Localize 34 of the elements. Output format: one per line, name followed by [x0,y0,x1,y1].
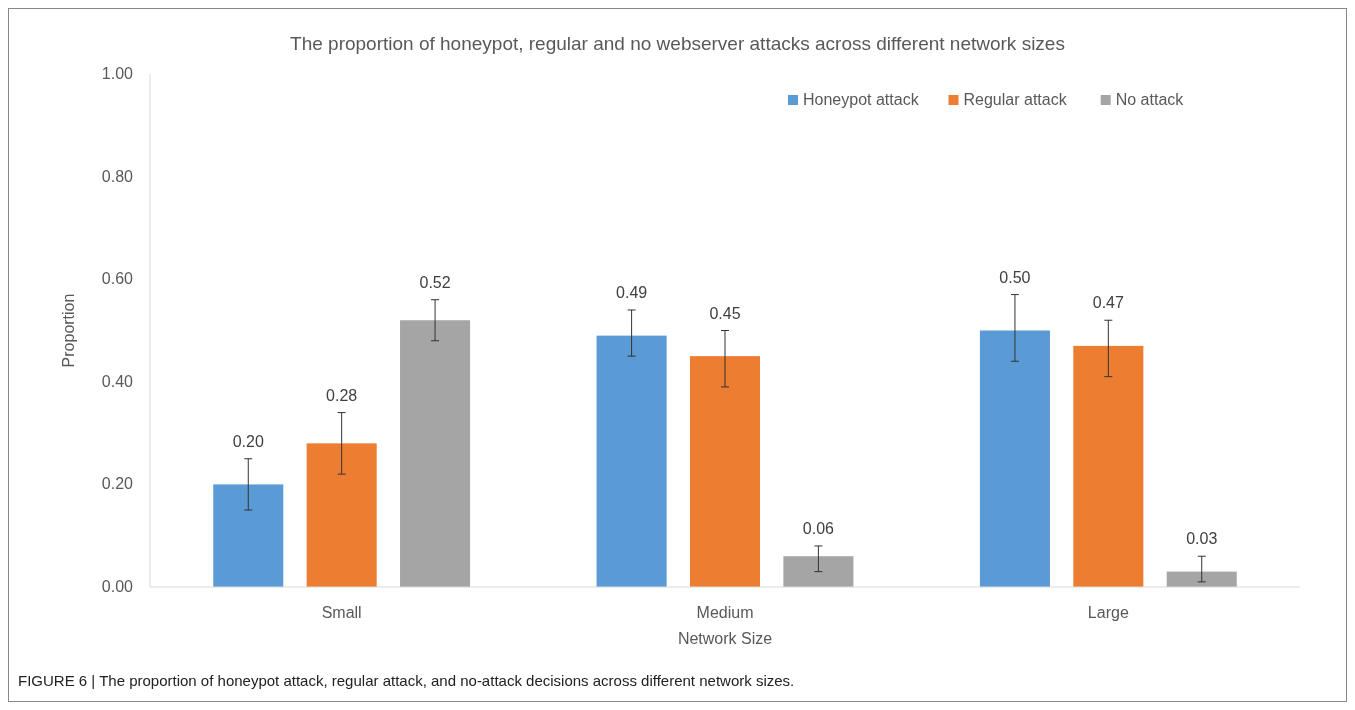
y-tick-label: 0.60 [101,270,134,288]
data-label: 0.52 [419,273,451,291]
x-axis-title: Network Size [677,630,773,647]
y-tick-label: 0.00 [101,578,134,595]
y-tick-label: 0.40 [101,372,134,390]
data-label: 0.06 [802,519,835,537]
legend-label: Honeypot attack [803,91,920,108]
legend-label: Regular attack [963,91,1068,108]
data-label: 0.49 [616,283,648,301]
bar [689,356,761,587]
bar [783,556,854,587]
bar [400,320,471,587]
bar [213,484,284,587]
data-label: 0.20 [232,432,264,450]
bar [979,330,1050,587]
data-label: 0.03 [1186,530,1218,548]
caption: FIGURE 6 | The proportion of honeypot attack, regular attack, and no-attack decisions across different network sizes. [18,672,795,689]
bar [1166,571,1237,587]
x-tick-label: Small [321,604,362,621]
y-tick-label: 0.20 [101,475,134,493]
data-label: 0.45 [709,304,741,322]
bar [596,335,667,587]
chart-title: The proportion of honeypot, regular and no webserver attacks across different network sizes [290,33,1065,54]
legend-label: No attack [1115,91,1185,108]
data-label: 0.50 [999,268,1031,286]
x-tick-label: Medium [696,604,754,621]
y-axis-title: Proportion [60,293,77,368]
bar [1073,345,1144,587]
y-tick-label: 1.00 [101,65,134,82]
data-label: 0.28 [326,386,358,404]
bar [306,443,377,587]
x-tick-label: Large [1087,604,1129,621]
data-label: 0.47 [1092,294,1125,312]
y-tick-label: 0.80 [101,167,134,185]
